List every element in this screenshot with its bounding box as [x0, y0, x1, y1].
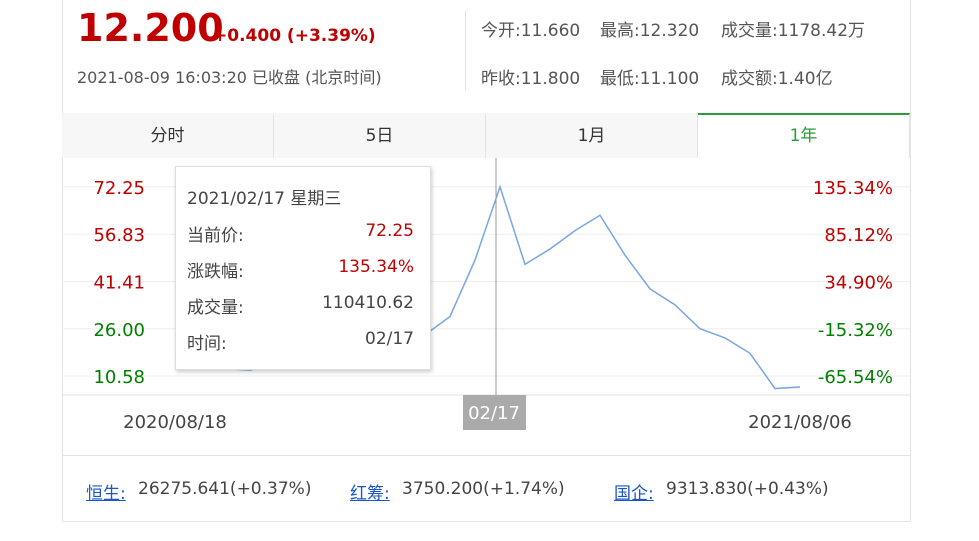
tab[interactable]: 5日: [274, 113, 486, 158]
tooltip-key: 当前价:: [187, 226, 244, 246]
tooltip-value: 02/17: [365, 329, 414, 349]
index-link[interactable]: 恒生:: [86, 484, 126, 504]
y-tick-label: 26.00: [93, 320, 145, 341]
index-link[interactable]: 红筹:: [350, 484, 390, 504]
tab[interactable]: 1月: [486, 113, 698, 158]
stat: 最高:12.320: [600, 21, 700, 41]
tab[interactable]: 分时: [62, 113, 274, 158]
y-tick-label: 56.83: [93, 225, 145, 246]
tooltip-value: 110410.62: [322, 293, 414, 313]
y2-tick-label: 34.90%: [824, 272, 893, 293]
index-value: 3750.200(+1.74%): [402, 479, 565, 499]
index-link[interactable]: 国企:: [614, 484, 654, 504]
price: 12.200: [77, 6, 224, 50]
tooltip-key: 成交量:: [187, 298, 244, 318]
stat: 成交额:1.40亿: [721, 69, 833, 89]
stat: 成交量:1178.42万: [721, 21, 866, 41]
tooltip-key: 时间:: [187, 334, 227, 354]
index-value: 9313.830(+0.43%): [666, 479, 829, 499]
index-value: 26275.641(+0.37%): [138, 479, 312, 499]
divider: [465, 10, 466, 90]
time: 2021-08-09 16:03:20 已收盘 (北京时间): [77, 68, 382, 87]
stat: 昨收:11.800: [481, 69, 581, 89]
tooltip-key: 涨跌幅:: [187, 262, 244, 282]
tooltip-title: 2021/02/17 星期三: [187, 189, 342, 209]
stat: 今开:11.660: [481, 21, 581, 41]
y2-tick-label: -65.54%: [818, 367, 893, 388]
y-tick-label: 41.41: [93, 272, 145, 293]
tab[interactable]: 1年: [698, 113, 910, 158]
tooltip-value: 72.25: [365, 221, 414, 241]
y2-tick-label: -15.32%: [818, 320, 893, 341]
crosshair-box: [463, 395, 526, 430]
crosshair-label: 02/17: [468, 403, 520, 424]
y2-tick-label: 85.12%: [824, 225, 893, 246]
tooltip: [175, 166, 431, 370]
x-tick-label: 2020/08/18: [123, 412, 227, 433]
chart: 72.25 56.83 41.41 26.00 10.58 135.34% 85.12% 34…: [62, 157, 910, 433]
change: +0.400 (+3.39%): [213, 26, 376, 46]
y-tick-label: 10.58: [93, 367, 145, 388]
y-tick-label: 72.25: [93, 178, 145, 199]
y2-tick-label: 135.34%: [813, 178, 893, 199]
divider: [62, 455, 910, 456]
stat: 最低:11.100: [600, 69, 700, 89]
tooltip-value: 135.34%: [338, 257, 414, 277]
widget: [62, 0, 911, 522]
x-tick-label: 2021/08/06: [748, 412, 852, 433]
